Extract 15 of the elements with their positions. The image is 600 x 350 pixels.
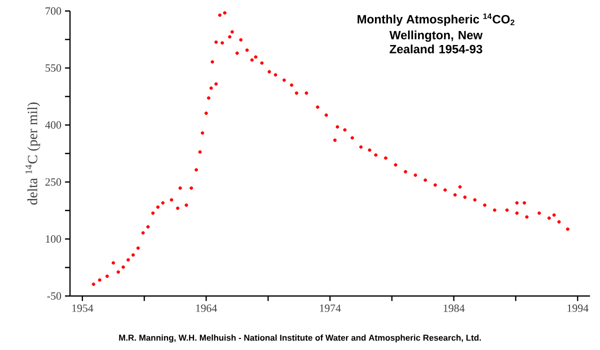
text: Wellington, New Zealand 1954-93 — [389, 30, 483, 54]
x-tick-label: 1974 — [320, 304, 341, 312]
y-tick-label: 550 — [46, 64, 62, 72]
y-tick-label: 400 — [45, 121, 62, 129]
x-tick-label: 1984 — [444, 304, 465, 312]
y-tick-label: 250 — [45, 178, 62, 186]
x-tick-label: 1954 — [72, 304, 94, 312]
y-tick-label: 100 — [46, 235, 62, 243]
text: M.R. Manning, W.H. Melhuish - National Institute of Water and Atmospheric Research, Ltd. — [119, 334, 481, 342]
y-tick-label: -50 — [47, 292, 62, 300]
chart-title: Monthly Atmospheric $^{14}$CO$_{2}$ — [358, 14, 514, 26]
y-axis-title: delta $^{14}$C (per mil) — [25, 102, 40, 205]
y-tick-label: 700 — [46, 7, 62, 15]
x-tick-label: 1994 — [568, 304, 588, 312]
x-tick-label: 1964 — [196, 304, 218, 312]
